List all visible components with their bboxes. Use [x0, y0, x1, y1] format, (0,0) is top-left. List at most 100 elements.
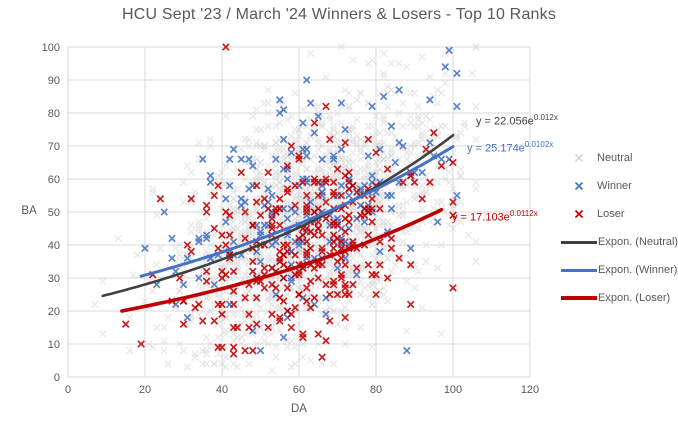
gridlines [68, 47, 530, 377]
scatter-point-loser [222, 43, 230, 51]
scatter-point-winner [352, 270, 361, 279]
scatter-point-neutral [349, 56, 357, 64]
y-tick-label: 70 [48, 141, 60, 153]
scatter-point-loser [225, 211, 234, 220]
scatter-point-neutral [449, 148, 457, 157]
scatter-point-neutral [303, 165, 311, 173]
scatter-point-neutral [426, 73, 434, 81]
scatter-point-neutral [214, 294, 222, 302]
scatter-point-neutral [195, 280, 203, 289]
scatter-point-neutral [353, 139, 361, 147]
scatter-point-neutral [387, 86, 396, 94]
scatter-point-neutral [395, 109, 403, 117]
y-tick-label: 60 [48, 174, 60, 186]
scatter-point-neutral [202, 360, 211, 368]
scatter-point-loser [264, 323, 273, 332]
scatter-point-loser [376, 260, 384, 269]
scatter-point-loser [202, 208, 211, 216]
scatter-point-neutral [460, 119, 469, 127]
scatter-point-neutral [353, 96, 361, 104]
scatter-point-neutral [252, 139, 261, 147]
scatter-point-neutral [457, 218, 465, 226]
scatter-point-loser [345, 185, 353, 193]
scatter-point-neutral [206, 241, 215, 249]
scatter-point-winner [341, 125, 350, 134]
scatter-point-neutral [372, 129, 380, 137]
scatter-point-winner [379, 92, 388, 101]
scatter-point-neutral [226, 201, 234, 210]
scatter-point-neutral [472, 238, 480, 246]
scatter-point-neutral [291, 168, 299, 177]
scatter-point-neutral [195, 221, 203, 229]
scatter-point-loser [260, 264, 269, 272]
scatter-point-winner [222, 218, 230, 226]
scatter-point-neutral [410, 284, 419, 292]
scatter-point-loser [241, 208, 249, 216]
scatter-point-winner [337, 145, 346, 154]
scatter-point-neutral [364, 122, 372, 130]
scatter-point-neutral [337, 155, 346, 163]
scatter-point-loser [229, 343, 238, 352]
scatter-point-loser [183, 241, 192, 249]
scatter-point-neutral [191, 353, 199, 361]
scatter-point-winner [306, 99, 315, 107]
scatter-point-neutral [318, 360, 326, 368]
scatter-point-winner [433, 218, 442, 226]
scatter-point-neutral [214, 350, 222, 358]
scatter-point-neutral [395, 211, 403, 219]
scatter-point-neutral [364, 294, 372, 302]
scatter-point-neutral [418, 132, 426, 140]
scatter-point-neutral [403, 327, 411, 335]
scatter-point-loser [329, 178, 338, 187]
scatter-point-neutral [245, 142, 253, 150]
scatter-point-neutral [264, 340, 272, 348]
scatter-point-loser [279, 297, 288, 305]
scatter-point-neutral [202, 350, 211, 358]
scatter-point-winner [160, 208, 169, 216]
scatter-point-loser [248, 267, 257, 276]
scatter-point-neutral [380, 69, 388, 78]
legend-line-swatch [561, 296, 597, 300]
x-tick-label: 40 [216, 384, 228, 396]
scatter-point-loser [314, 191, 323, 200]
y-tick-label: 10 [48, 339, 60, 351]
scatter-point-winner [360, 218, 369, 226]
scatter-point-neutral [326, 267, 334, 276]
scatter-point-neutral [437, 330, 446, 338]
scatter-point-loser [229, 267, 238, 276]
scatter-point-winner [256, 257, 265, 266]
scatter-point-neutral [387, 152, 396, 160]
scatter-point-winner [368, 102, 376, 111]
scatter-point-loser [283, 284, 292, 292]
scatter-point-neutral [437, 241, 446, 249]
scatter-point-winner [225, 181, 234, 190]
scatter-point-loser [406, 300, 415, 309]
scatter-point-neutral [422, 241, 430, 249]
scatter-point-neutral [237, 145, 245, 153]
y-tick-label: 0 [54, 372, 60, 384]
legend-x-marker-icon [561, 180, 597, 192]
scatter-point-neutral [453, 132, 461, 140]
scatter-point-winner [395, 138, 403, 147]
scatter-point-loser [287, 142, 296, 150]
scatter-point-neutral [191, 188, 199, 196]
legend-x-marker-icon [561, 152, 597, 164]
scatter-point-neutral [329, 122, 338, 130]
trendline-expon---winner- [139, 145, 455, 278]
scatter-point-winner [295, 241, 303, 249]
scatter-point-neutral [272, 139, 280, 147]
scatter-point-neutral [183, 363, 192, 371]
scatter-point-neutral [418, 129, 426, 137]
scatter-point-neutral [287, 132, 295, 140]
scatter-point-neutral [276, 178, 284, 186]
scatter-point-loser [325, 290, 334, 299]
x-tick-label: 0 [65, 384, 71, 396]
scatter-point-loser [337, 191, 346, 200]
scatter-point-neutral [433, 178, 442, 186]
scatter-point-loser [279, 241, 288, 249]
scatter-point-winner [264, 185, 273, 193]
scatter-point-loser [268, 224, 276, 233]
scatter-point-neutral [326, 115, 334, 124]
scatter-point-neutral [314, 340, 322, 348]
scatter-point-neutral [414, 224, 422, 233]
